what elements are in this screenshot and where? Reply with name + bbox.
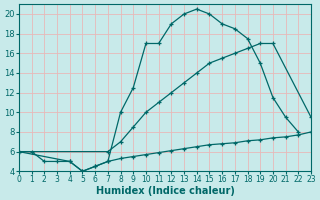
X-axis label: Humidex (Indice chaleur): Humidex (Indice chaleur) bbox=[96, 186, 235, 196]
